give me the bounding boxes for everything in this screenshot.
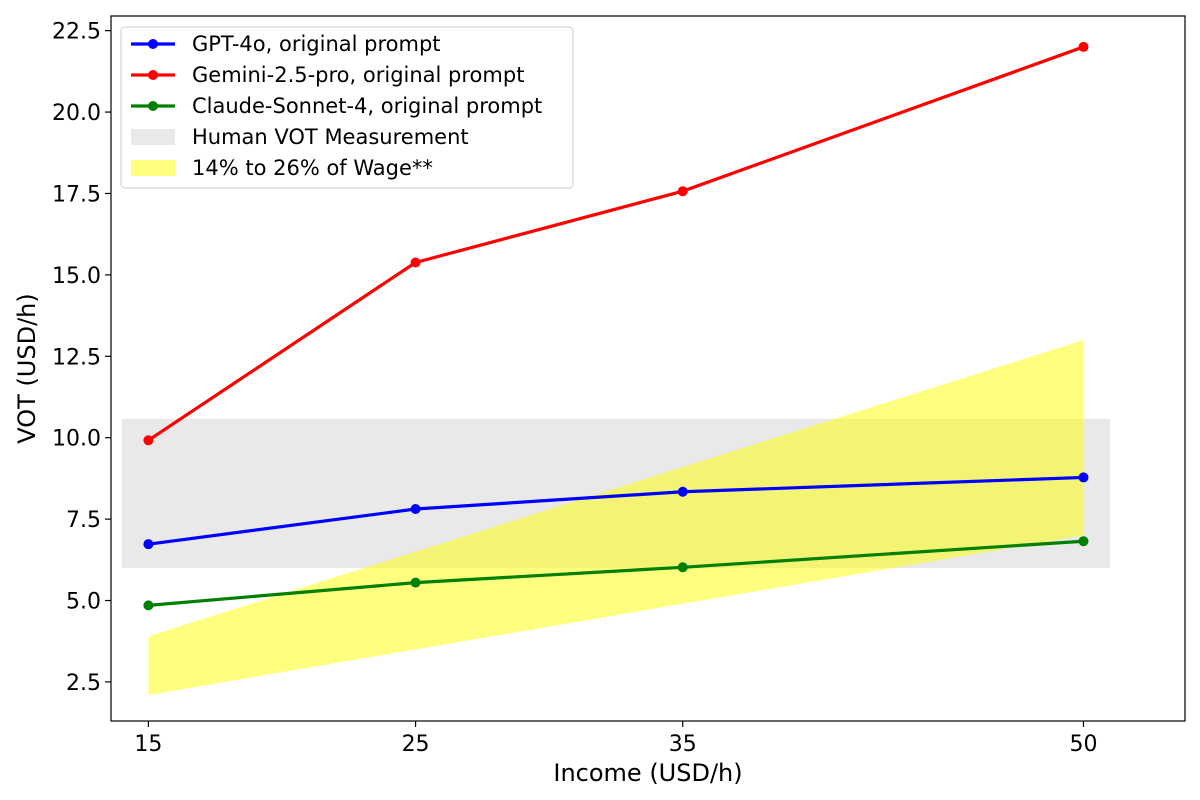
series-0 (143, 472, 1089, 550)
series-layer (143, 41, 1089, 611)
legend: GPT-4o, original prompt Gemini-2.5-pro, o… (120, 26, 574, 189)
y-axis-ticks: 2.5 5.0 7.5 10.0 12.5 15.0 17.5 20.0 22.5 (52, 20, 111, 696)
bands-layer (121, 340, 1111, 695)
band-wage-share (148, 340, 1084, 695)
y-tick-label: 7.5 (66, 508, 101, 533)
y-tick-label: 22.5 (52, 20, 101, 45)
y-tick-label: 5.0 (66, 590, 101, 615)
data-point (143, 539, 154, 550)
y-tick-label: 20.0 (52, 101, 101, 126)
legend-label: 14% to 26% of Wage** (192, 156, 433, 180)
x-tick-label: 25 (402, 732, 430, 757)
legend-item: GPT-4o, original prompt (131, 32, 441, 56)
data-point (677, 186, 688, 197)
data-point (677, 486, 688, 497)
legend-patch-swatch (131, 129, 175, 145)
data-point (1078, 41, 1089, 52)
series-2 (143, 536, 1089, 611)
data-point (143, 600, 154, 611)
series-line (147, 45, 1085, 442)
x-axis-ticks: 15 25 35 50 (134, 721, 1097, 757)
legend-label: Gemini-2.5-pro, original prompt (192, 63, 524, 87)
legend-label: GPT-4o, original prompt (192, 32, 441, 56)
legend-label: Claude-Sonnet-4, original prompt (192, 94, 542, 118)
data-point (143, 435, 154, 446)
legend-item: 14% to 26% of Wage** (131, 156, 433, 180)
data-point (1078, 536, 1089, 547)
legend-label: Human VOT Measurement (192, 125, 469, 149)
data-point (410, 577, 421, 588)
plot-frame (110, 15, 1186, 722)
legend-item: Gemini-2.5-pro, original prompt (131, 63, 524, 87)
y-tick-label: 2.5 (66, 671, 101, 696)
legend-item: Claude-Sonnet-4, original prompt (131, 94, 542, 118)
legend-item: Human VOT Measurement (131, 125, 469, 149)
legend-marker (148, 70, 158, 80)
y-axis-label: VOT (USD/h) (13, 293, 41, 443)
series-1 (143, 41, 1089, 446)
data-point (410, 504, 421, 515)
legend-box (120, 26, 574, 189)
y-tick-label: 15.0 (52, 264, 101, 289)
legend-patch-swatch (131, 160, 175, 176)
y-tick-label: 10.0 (52, 427, 101, 452)
data-point (677, 562, 688, 573)
series-line (148, 475, 1084, 546)
series-line (148, 539, 1084, 607)
y-tick-label: 17.5 (52, 182, 101, 207)
data-point (1078, 472, 1089, 483)
x-tick-label: 50 (1069, 732, 1097, 757)
x-tick-label: 15 (134, 732, 162, 757)
data-point (410, 257, 421, 268)
legend-marker (148, 39, 158, 49)
y-tick-label: 12.5 (52, 345, 101, 370)
legend-marker (148, 101, 158, 111)
x-axis-label: Income (USD/h) (553, 759, 742, 787)
x-tick-label: 35 (669, 732, 697, 757)
